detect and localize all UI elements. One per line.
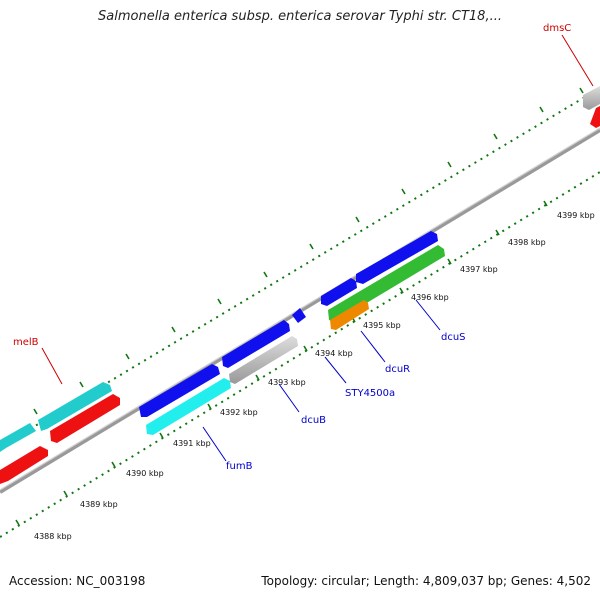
outer-major-tick bbox=[125, 353, 130, 360]
dcuR-connector bbox=[360, 330, 386, 363]
inner-major-tick bbox=[15, 519, 20, 526]
scale-labels: 4388 kbp 4389 kbp 4390 kbp 4391 kbp 4392… bbox=[34, 211, 595, 541]
cds-gene[interactable] bbox=[139, 364, 220, 417]
scale-label: 4399 kbp bbox=[557, 211, 595, 220]
outer-major-tick bbox=[309, 243, 314, 250]
inner-major-tick bbox=[303, 345, 308, 352]
cds-gene[interactable] bbox=[229, 336, 298, 384]
map-title: Salmonella enterica subsp. enterica sero… bbox=[98, 9, 502, 24]
scale-label: 4389 kbp bbox=[80, 500, 118, 509]
genome-stats-text: Topology: circular; Length: 4,809,037 bp… bbox=[261, 574, 591, 588]
accession-text: Accession: NC_003198 bbox=[9, 574, 146, 588]
dcuB-connector bbox=[278, 383, 300, 413]
scale-label: 4395 kbp bbox=[363, 321, 401, 330]
cds-gene[interactable] bbox=[356, 231, 438, 284]
gene-label-STY4500a[interactable]: STY4500a bbox=[345, 388, 395, 399]
scale-label: 4393 kbp bbox=[268, 378, 306, 387]
outer-major-tick bbox=[33, 408, 38, 415]
dmsC-connector bbox=[561, 34, 594, 87]
outer-major-tick bbox=[217, 298, 222, 305]
gene-label-dcuR[interactable]: dcuR bbox=[385, 364, 410, 375]
scale-label: 4397 kbp bbox=[460, 265, 498, 274]
inner-dotted-track bbox=[0, 171, 600, 538]
forward-strand-genes bbox=[0, 86, 600, 452]
gene-label-fumB[interactable]: fumB bbox=[226, 461, 253, 472]
outer-major-tick bbox=[579, 87, 584, 94]
inner-major-tick bbox=[207, 403, 212, 410]
outer-major-tick bbox=[447, 161, 452, 168]
reverse-strand-genes bbox=[0, 106, 600, 484]
outer-major-tick bbox=[493, 133, 498, 140]
scale-label: 4394 kbp bbox=[315, 349, 353, 358]
inner-major-tick bbox=[495, 229, 500, 236]
cds-gene[interactable] bbox=[0, 423, 36, 452]
outer-dotted-track bbox=[0, 87, 600, 448]
outer-major-tick bbox=[171, 326, 176, 333]
cds-gene[interactable] bbox=[50, 394, 120, 443]
scale-label: 4392 kbp bbox=[220, 408, 258, 417]
gc-skew-track bbox=[0, 87, 600, 538]
outer-major-tick bbox=[263, 271, 268, 278]
inner-major-tick bbox=[63, 490, 68, 497]
cds-gene[interactable] bbox=[146, 378, 231, 435]
label-connectors bbox=[41, 34, 594, 462]
dcuS-connector bbox=[415, 299, 441, 331]
gene-labels: melB dmsC fumB dcuB STY4500a dcuR dcuS bbox=[13, 23, 571, 472]
inner-major-tick bbox=[111, 461, 116, 468]
melB-connector bbox=[41, 347, 63, 385]
cds-gene[interactable] bbox=[583, 86, 600, 110]
gene-label-dmsC[interactable]: dmsC bbox=[543, 23, 571, 34]
cds-gene[interactable] bbox=[292, 308, 306, 323]
cds-gene[interactable] bbox=[38, 382, 112, 431]
outer-major-tick bbox=[355, 216, 360, 223]
inner-major-tick bbox=[159, 432, 164, 439]
gene-label-dcuS[interactable]: dcuS bbox=[441, 332, 466, 343]
cds-gene[interactable] bbox=[321, 278, 357, 306]
inner-major-tick bbox=[447, 258, 452, 265]
fumB-connector bbox=[202, 426, 227, 462]
outer-major-tick bbox=[79, 381, 84, 388]
cds-gene[interactable] bbox=[0, 446, 48, 484]
cds-gene[interactable] bbox=[328, 245, 445, 322]
cds-gene[interactable] bbox=[330, 300, 369, 330]
scale-label: 4391 kbp bbox=[173, 439, 211, 448]
scale-label: 4396 kbp bbox=[411, 293, 449, 302]
outer-major-tick bbox=[539, 106, 544, 113]
gene-label-dcuB[interactable]: dcuB bbox=[301, 415, 326, 426]
inner-major-tick bbox=[255, 374, 260, 381]
cds-gene[interactable] bbox=[590, 106, 600, 128]
outer-major-tick bbox=[401, 188, 406, 195]
inner-major-tick bbox=[543, 200, 548, 207]
STY4500a-connector bbox=[324, 356, 347, 384]
cds-gene[interactable] bbox=[222, 320, 290, 368]
scale-label: 4388 kbp bbox=[34, 532, 72, 541]
scale-label: 4390 kbp bbox=[126, 469, 164, 478]
gene-label-melB[interactable]: melB bbox=[13, 337, 39, 348]
inner-major-ticks bbox=[15, 200, 548, 526]
scale-label: 4398 kbp bbox=[508, 238, 546, 247]
outer-major-ticks bbox=[33, 87, 584, 415]
inner-major-tick bbox=[399, 287, 404, 294]
